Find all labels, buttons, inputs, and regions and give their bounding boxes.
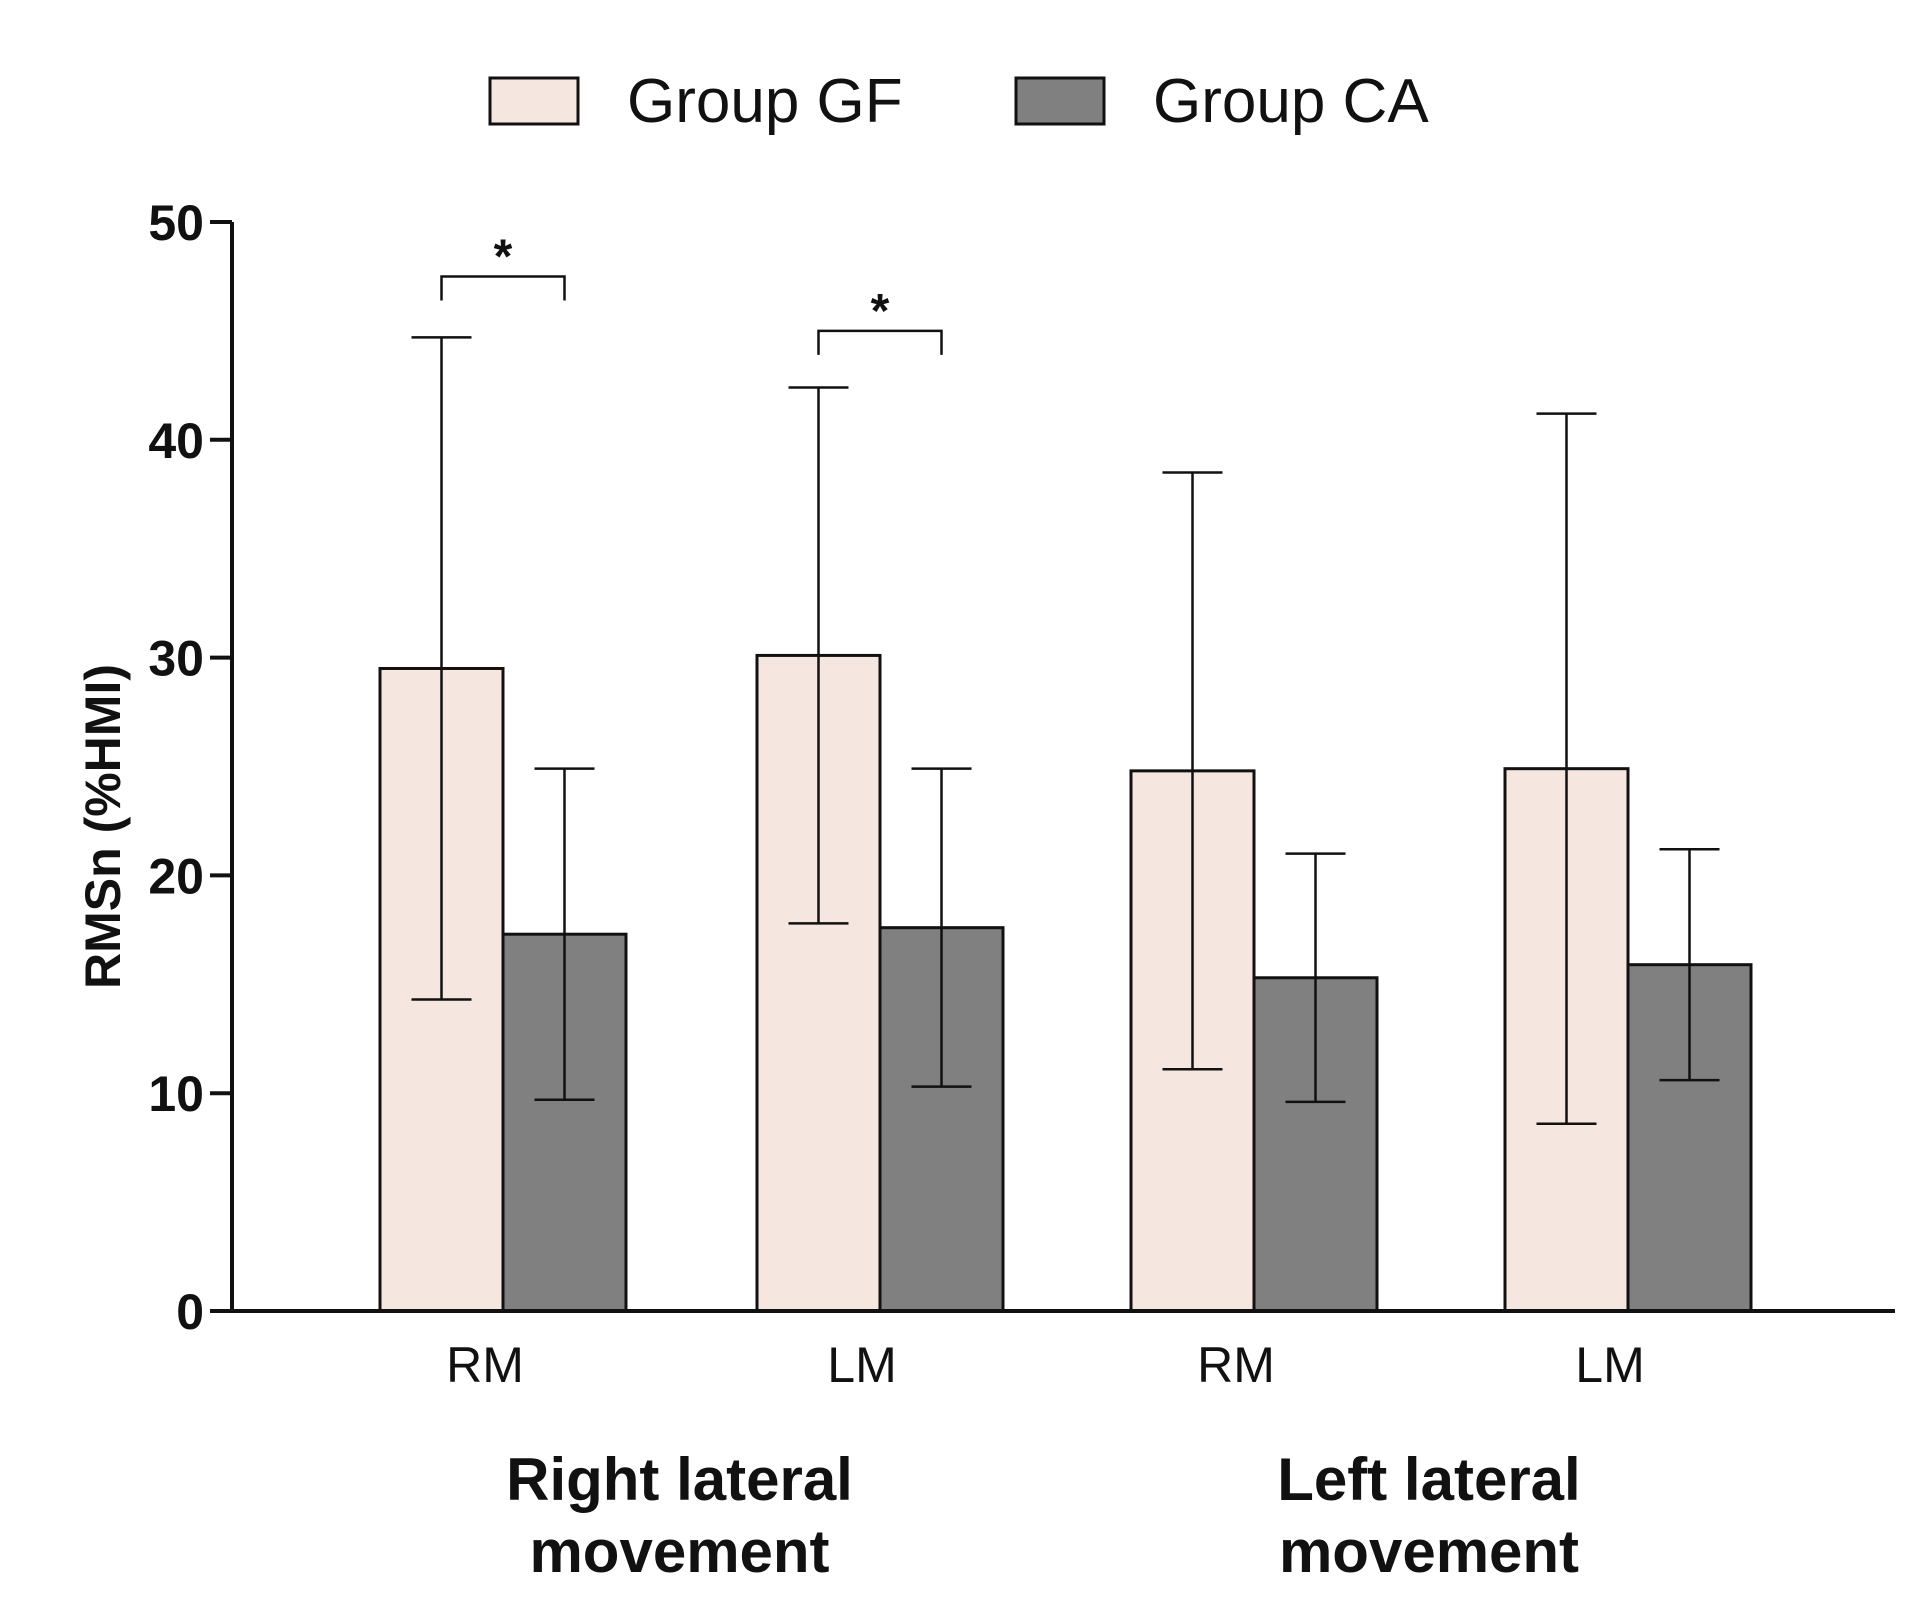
x-tick-label-3: LM [1575, 1337, 1644, 1393]
axes: 0 10 20 30 40 50 [148, 195, 1895, 1340]
legend: Group GF Group CA [488, 67, 1429, 136]
group-label-line-2: movement [529, 1518, 829, 1585]
error-bar-group-ca-0 [534, 767, 595, 1101]
error-bar-group-gf-0 [411, 336, 472, 1001]
y-tick-label-30: 30 [148, 631, 204, 687]
group-label-line-1: Left lateral [1277, 1446, 1580, 1513]
x-tick-label-1: LM [827, 1337, 896, 1393]
group-label-line-2: movement [1279, 1518, 1579, 1585]
x-tick-label-0: RM [446, 1337, 524, 1393]
error-bar-group-ca-1 [911, 767, 972, 1088]
legend-item-group-gf: Group GF [488, 67, 903, 136]
legend-swatch [1014, 76, 1106, 126]
error-bar-group-gf-1 [788, 386, 849, 925]
significance-bracket-0: * [440, 230, 566, 301]
significance-bracket-1: * [817, 285, 943, 355]
bars [378, 653, 1753, 1313]
x-tick-label-2: RM [1197, 1337, 1275, 1393]
y-tick-label-10: 10 [148, 1066, 204, 1122]
legend-label: Group CA [1153, 67, 1429, 136]
error-bars [411, 336, 1720, 1125]
error-bar-group-ca-2 [1285, 852, 1346, 1104]
y-tick-label-50: 50 [148, 195, 204, 251]
y-axis-label: RMSn (%HMI) [75, 664, 131, 989]
legend-swatch [488, 76, 580, 126]
error-bar-group-gf-3 [1536, 412, 1597, 1125]
legend-item-group-ca: Group CA [1014, 67, 1429, 136]
y-tick-label-0: 0 [176, 1284, 204, 1340]
bracket-line [440, 275, 566, 301]
y-tick-label-20: 20 [148, 848, 204, 904]
error-bar-group-gf-2 [1162, 471, 1223, 1071]
significance-star: * [494, 230, 513, 283]
legend-label: Group GF [627, 67, 903, 136]
group-label-1: Left lateral movement [1277, 1446, 1580, 1585]
y-tick-label-40: 40 [148, 413, 204, 469]
bracket-line [817, 329, 943, 355]
significance-star: * [871, 285, 890, 338]
group-label-0: Right lateral movement [506, 1446, 853, 1585]
error-bar-group-ca-3 [1659, 848, 1720, 1082]
group-label-line-1: Right lateral [506, 1446, 853, 1513]
significance-annotations: ** [440, 230, 943, 355]
